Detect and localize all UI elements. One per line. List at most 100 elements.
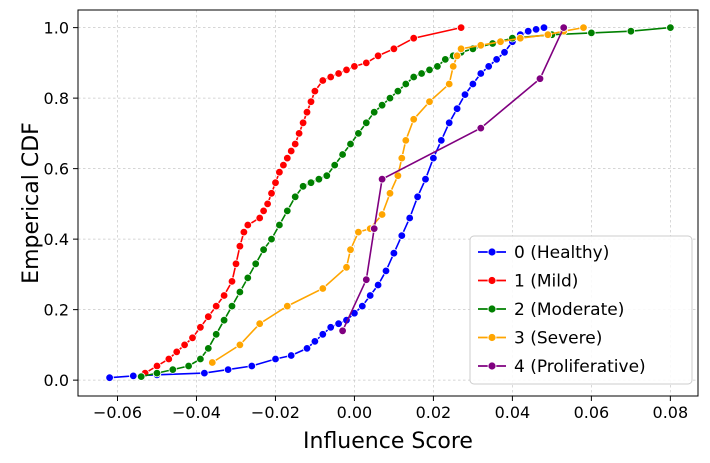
legend-entry: 0 (Healthy) [478,243,609,263]
data-point [247,361,256,371]
y-tick-label: 0.8 [44,89,69,108]
data-point [409,72,418,82]
y-tick-label: 0.0 [44,371,69,390]
data-point [417,69,426,78]
data-point [437,136,446,145]
data-point [350,62,359,71]
legend-marker [487,304,497,314]
data-point [271,178,280,187]
data-point [310,337,320,346]
data-point [259,245,268,254]
data-point [429,153,438,163]
data-point [291,192,300,201]
data-point [283,153,292,163]
data-point [227,277,237,286]
data-point [152,368,162,378]
data-point [452,104,462,113]
x-tick-label: −0.04 [172,403,221,422]
x-tick-label: 0.06 [574,403,610,422]
data-point [239,227,249,237]
data-point [370,224,379,233]
legend-entry: 4 (Proliferative) [478,357,646,377]
data-point [219,291,229,300]
data-point [539,23,549,32]
y-tick-label: 0.4 [44,230,69,249]
data-point [318,330,327,339]
data-point [255,213,264,223]
legend-label: 4 (Proliferative) [514,357,646,377]
y-tick-label: 0.6 [44,160,69,179]
data-point [354,129,363,138]
y-tick-label: 1.0 [44,19,69,38]
x-tick-label: 0.04 [495,403,531,422]
x-tick-label: 0.02 [416,403,452,422]
data-point [334,319,343,328]
x-tick-label: 0.00 [337,403,373,422]
legend: 0 (Healthy) 1 (Mild) 2 (Moderate) 3 (Severe… [469,235,693,385]
data-point [468,79,478,89]
data-point [231,259,241,268]
data-point [626,27,636,36]
data-point [298,182,308,191]
data-point [306,97,316,106]
data-point [180,340,189,350]
data-point [223,365,233,374]
data-point [476,41,485,50]
data-point [362,58,371,68]
x-tick-label: −0.06 [93,403,142,422]
series-2 [136,23,675,381]
data-point [334,69,343,78]
data-point [204,312,213,321]
legend-entry: 1 (Mild) [478,272,578,292]
data-point [413,192,422,201]
data-point [164,354,173,364]
data-point [227,301,237,311]
data-point [389,248,399,258]
data-point [425,65,434,75]
data-point [492,55,501,64]
data-point [235,340,245,350]
data-point [543,30,553,39]
data-point [105,373,114,382]
data-point [184,361,193,371]
data-point [496,37,505,46]
data-point [283,301,292,311]
data-point [377,174,387,184]
series-3 [208,23,588,367]
data-point [354,227,363,237]
data-point [358,301,367,311]
series-4 [338,23,568,335]
data-point [326,72,335,82]
data-point [559,23,568,32]
data-point [200,368,209,378]
data-point [666,23,675,32]
data-point [449,62,458,71]
data-point [275,220,284,230]
data-point [421,174,430,184]
legend-marker [487,361,497,371]
data-point [377,100,387,110]
data-point [516,34,525,43]
data-point [263,199,272,209]
data-point [524,27,533,36]
data-point [196,354,205,364]
legend-marker [487,333,497,342]
data-point [271,354,280,364]
series-0 [105,23,549,382]
y-axis-label: Emperical CDF [19,122,44,284]
data-point [152,361,162,371]
data-point [318,284,327,293]
data-point [208,358,217,367]
legend-label: 0 (Healthy) [514,243,609,263]
legend-marker [487,247,497,257]
data-point [211,301,221,311]
data-point [397,153,406,163]
data-point [401,79,410,89]
data-point [283,206,292,216]
legend-label: 2 (Moderate) [514,300,624,320]
data-point [456,44,466,53]
x-tick-label: −0.02 [251,403,300,422]
legend-box [469,235,693,385]
data-point [219,316,229,325]
data-point [385,93,395,103]
